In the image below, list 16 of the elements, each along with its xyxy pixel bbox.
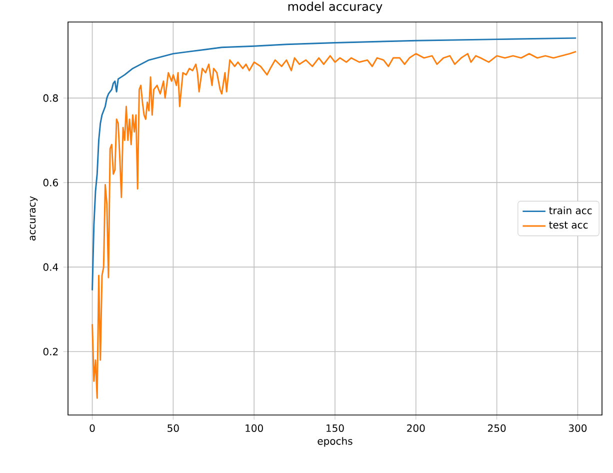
x-tick-label: 100 [246, 424, 263, 432]
x-tick-label: 150 [326, 424, 344, 432]
x-tick-label: 200 [407, 424, 425, 432]
x-tick-label: 300 [568, 424, 587, 432]
x-tick-label: 250 [488, 424, 506, 432]
y-tick-label: 0.4 [43, 263, 58, 271]
y-axis-title: accuracy [30, 196, 38, 240]
legend-label: train acc [549, 206, 592, 214]
x-tick-label: 0 [90, 424, 95, 432]
chart-title: model accuracy [288, 2, 382, 14]
y-tick-label: 0.8 [43, 94, 58, 102]
x-tick-label: 50 [168, 424, 179, 432]
legend-label: test acc [549, 221, 588, 229]
x-axis-title: epochs [318, 437, 352, 447]
y-tick-label: 0.6 [43, 178, 58, 186]
y-tick-label: 0.2 [43, 348, 58, 356]
